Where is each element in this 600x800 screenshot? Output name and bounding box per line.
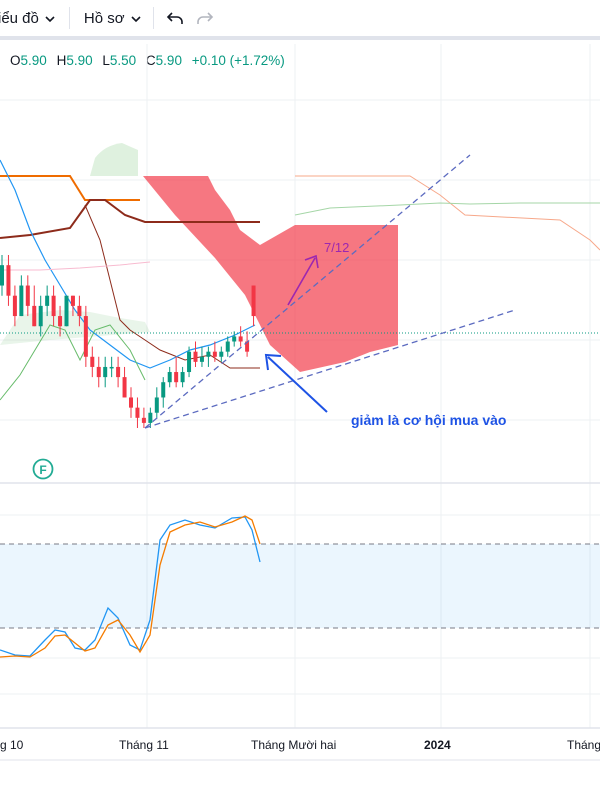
- x-tick-next: Tháng: [567, 738, 600, 752]
- close-label: C: [145, 53, 156, 68]
- high-value: 5.90: [66, 53, 93, 68]
- redo-icon: [196, 12, 213, 24]
- stoch-band: [0, 544, 600, 628]
- x-tick-2024: 2024: [424, 738, 451, 752]
- candle-body: [6, 265, 11, 296]
- open-label: O: [10, 53, 21, 68]
- financials-marker[interactable]: F: [32, 458, 54, 480]
- profile-menu-label: Hồ sơ: [83, 9, 125, 27]
- candle-body: [19, 285, 24, 317]
- candle-body: [45, 295, 50, 306]
- candle-body: [77, 305, 82, 317]
- candle-body: [103, 366, 108, 378]
- candle-body: [122, 377, 127, 398]
- trendline-lower: [144, 309, 516, 429]
- toolbar-divider: [152, 7, 154, 29]
- senkou-span-b-line: [294, 202, 600, 216]
- pink-line: [0, 261, 151, 271]
- kumo-cloud-green: [90, 143, 138, 176]
- candle-body: [174, 372, 179, 383]
- close-value: 5.90: [155, 53, 182, 68]
- chevron-down-icon: [130, 10, 141, 27]
- kumo-cloud-red: [143, 176, 398, 372]
- candle-body: [90, 356, 95, 367]
- kijun-line: [0, 175, 140, 201]
- candle-body: [193, 351, 198, 362]
- candle-body: [238, 336, 243, 342]
- kumo-cloud-green-lower: [0, 310, 150, 345]
- candle-body: [251, 285, 256, 317]
- x-tick-nov: Tháng 11: [119, 738, 169, 752]
- base-line-brown: [0, 199, 260, 239]
- candle-body: [51, 295, 56, 317]
- toolbar-divider: [68, 7, 70, 29]
- candle-body: [206, 351, 211, 357]
- target-label: 7/12: [324, 240, 349, 255]
- annotation-arrow: [264, 353, 328, 413]
- undo-icon: [166, 12, 183, 24]
- green-lagging-line: [0, 324, 146, 401]
- change-value: +0.10 (+1.72%): [191, 53, 285, 68]
- open-value: 5.90: [20, 53, 47, 68]
- candle-body: [64, 295, 69, 327]
- ohlc-legend: O5.90 H5.90 L5.50 C5.90 +0.10 (+1.72%): [10, 53, 285, 68]
- candle-body: [96, 366, 101, 378]
- candle-body: [161, 382, 166, 398]
- candle-body: [12, 295, 17, 317]
- candle-body: [245, 341, 250, 352]
- candle-body: [32, 305, 37, 327]
- annotation-note: giảm là cơ hội mua vào: [351, 412, 506, 428]
- candle-body: [141, 417, 146, 423]
- candle-body: [187, 351, 192, 373]
- candle-body: [38, 305, 43, 327]
- financials-marker-label: F: [39, 463, 46, 477]
- candle-body: [154, 397, 159, 413]
- candle-body: [70, 295, 75, 306]
- undo-button[interactable]: [160, 3, 190, 33]
- candle-body: [0, 265, 4, 286]
- candle-body: [129, 397, 133, 408]
- candle-body: [199, 356, 204, 362]
- x-tick-dec: Tháng Mười hai: [251, 738, 337, 752]
- candle-body: [83, 316, 88, 357]
- candle-body: [225, 341, 230, 352]
- candle-body: [212, 351, 217, 357]
- candle-body: [116, 366, 121, 378]
- chart-menu-button[interactable]: iểu đồ: [0, 0, 55, 38]
- candle-body: [109, 366, 114, 369]
- candle-body: [58, 316, 63, 327]
- trendline-upper: [144, 154, 471, 429]
- candle-body: [135, 407, 140, 418]
- low-label: L: [102, 53, 110, 68]
- tenkan-line: [0, 159, 256, 369]
- candle-body: [232, 336, 237, 342]
- candle-body: [180, 372, 185, 383]
- high-label: H: [56, 53, 67, 68]
- redo-button[interactable]: [190, 3, 220, 33]
- x-tick-oct: g 10: [0, 738, 24, 752]
- low-value: 5.50: [109, 53, 137, 68]
- candle-body: [25, 285, 30, 306]
- target-arrow: [287, 254, 319, 306]
- chikou-line: [84, 204, 260, 369]
- chevron-down-icon: [45, 10, 55, 27]
- stoch-d-line: [0, 515, 261, 658]
- candlestick-series: [0, 255, 256, 428]
- profile-menu-button[interactable]: Hồ sơ: [84, 0, 141, 38]
- candle-body: [167, 372, 172, 383]
- chart-menu-label: iểu đồ: [0, 9, 39, 27]
- senkou-span-a-line: [295, 175, 600, 251]
- candle-body: [219, 351, 224, 357]
- candle-body: [148, 412, 153, 423]
- top-toolbar: iểu đồ Hồ sơ: [0, 0, 600, 40]
